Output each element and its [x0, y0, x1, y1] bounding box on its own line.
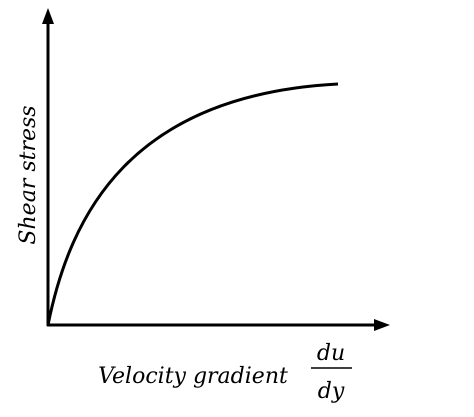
flow-curve	[46, 82, 339, 326]
x-axis-arrowhead	[374, 319, 390, 331]
fraction-numerator: du	[317, 341, 345, 366]
x-axis-label: Velocity gradient	[98, 364, 288, 389]
y-axis-arrowhead	[42, 8, 54, 24]
y-axis-label: Shear stress	[16, 105, 41, 244]
axes	[46, 22, 376, 327]
fraction-denominator: dy	[318, 379, 345, 404]
